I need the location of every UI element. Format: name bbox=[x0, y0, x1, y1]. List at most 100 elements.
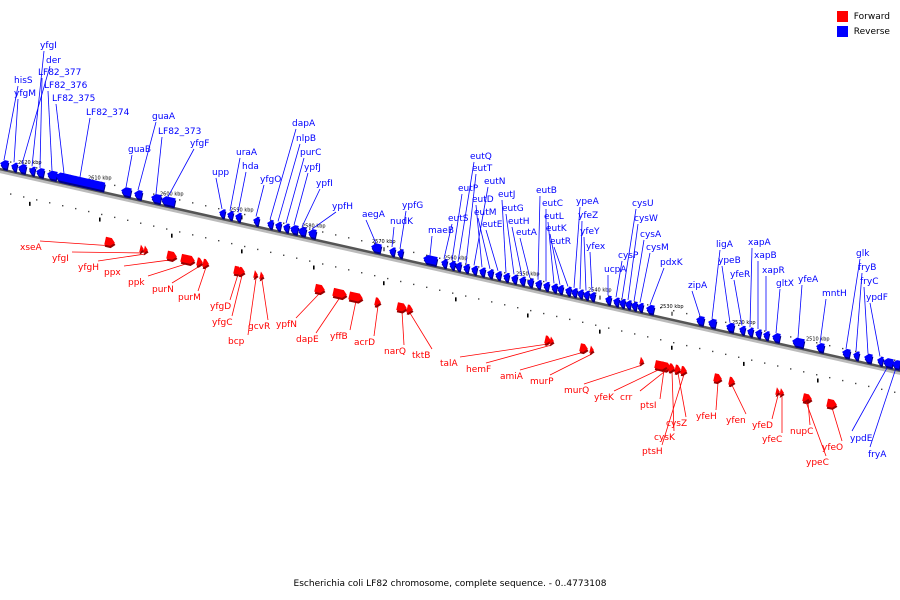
gene-label-frya: fryA bbox=[868, 450, 887, 460]
gene-arrow-shadow bbox=[589, 347, 595, 356]
leader-line-frya bbox=[869, 367, 897, 448]
leader-line-lf82-373 bbox=[155, 136, 163, 195]
gene-arrow-euta bbox=[527, 278, 535, 289]
gene-label-ypfn: ypfN bbox=[276, 320, 297, 330]
scale-dot-lower bbox=[556, 315, 558, 318]
leader-line-zipa bbox=[691, 290, 701, 317]
gene-label-ptsh: ptsH bbox=[642, 447, 663, 457]
gene-arrow-body bbox=[267, 219, 274, 229]
gene-label-uraa: uraA bbox=[236, 148, 258, 158]
leader-line-hemf bbox=[485, 344, 553, 364]
gene-label-ppk: ppk bbox=[128, 278, 145, 288]
legend-reverse: Reverse bbox=[836, 24, 890, 39]
gene-arrow-body bbox=[143, 245, 148, 254]
scale-dot-upper bbox=[816, 342, 818, 344]
scale-dot-upper bbox=[673, 309, 675, 312]
gene-arrow-guaa bbox=[134, 190, 144, 202]
gene-arrow-body bbox=[332, 287, 347, 298]
gene-arrow-body bbox=[842, 348, 851, 358]
gene-arrow-shadow bbox=[639, 358, 645, 367]
scale-dot-upper bbox=[36, 167, 38, 169]
gene-label-purc: purC bbox=[300, 148, 321, 158]
gene-label-lf82-373: LF82_373 bbox=[158, 127, 201, 137]
gene-arrow-shadow bbox=[139, 246, 145, 255]
scale-dot-lower bbox=[140, 222, 142, 224]
scale-dot-upper bbox=[517, 275, 519, 277]
gene-label-lf82-377: LF82_377 bbox=[38, 68, 81, 78]
gene-arrow-body bbox=[747, 327, 754, 336]
gene-label-dapa: dapA bbox=[292, 119, 316, 129]
gene-arrow-body bbox=[674, 364, 681, 373]
gene-arrow-body bbox=[792, 337, 805, 348]
scale-dot-lower bbox=[387, 277, 389, 280]
gene-label-cysk: cysK bbox=[654, 433, 676, 443]
gene-label-guaa: guaA bbox=[152, 112, 176, 122]
kbp-tick-label: 2590 kbp bbox=[230, 207, 254, 213]
scale-dot-lower bbox=[673, 341, 675, 344]
scale-dot-lower bbox=[660, 339, 662, 341]
kbp-minor-tick bbox=[383, 281, 385, 286]
gene-label-eutk: eutK bbox=[546, 224, 568, 234]
gene-arrow-shadow bbox=[779, 390, 785, 399]
scale-dot-upper bbox=[114, 184, 116, 187]
gene-label-yfgc: yfgC bbox=[212, 318, 233, 328]
gene-arrow-murq bbox=[639, 356, 645, 367]
gene-arrow-purn bbox=[196, 257, 204, 268]
scale-dot-lower bbox=[582, 321, 584, 323]
scale-dot-upper bbox=[205, 205, 207, 207]
gene-arrow-body bbox=[583, 290, 590, 300]
gene-arrow-body bbox=[253, 216, 260, 226]
gene-arrow-eutp bbox=[449, 260, 457, 272]
gene-arrow-body bbox=[275, 221, 282, 231]
gene-label-tktb: tktB bbox=[412, 351, 430, 361]
gene-arrow-body bbox=[495, 271, 502, 280]
scale-dot-upper bbox=[634, 301, 636, 303]
leader-line-guaa bbox=[137, 121, 157, 191]
leader-line-yfgi bbox=[31, 50, 45, 167]
leader-line-cysm bbox=[639, 252, 651, 303]
scale-dot-upper bbox=[842, 347, 844, 350]
gene-label-lf82-376: LF82_376 bbox=[44, 81, 88, 91]
gene-label-bcp: bcp bbox=[228, 337, 245, 347]
scale-dot-upper bbox=[725, 321, 727, 324]
gene-label-cysz: cysZ bbox=[666, 419, 687, 429]
scale-dot-upper bbox=[621, 298, 623, 300]
gene-arrow-lf82-374 bbox=[55, 172, 106, 193]
gene-arrow-body bbox=[348, 291, 363, 302]
gene-arrow-ypfi bbox=[298, 226, 308, 238]
gene-label-ptsi: ptsI bbox=[640, 401, 657, 411]
scale-dot-lower bbox=[413, 283, 415, 286]
forward-swatch bbox=[836, 11, 848, 22]
scale-dot-lower bbox=[439, 289, 441, 291]
gene-arrow-yfgi bbox=[29, 166, 37, 178]
gene-arrow-body bbox=[104, 236, 115, 246]
gene-arrow-body bbox=[449, 260, 456, 270]
gene-arrow-body bbox=[11, 162, 18, 171]
gene-arrow-body bbox=[864, 353, 873, 363]
gene-arrow-body bbox=[479, 267, 486, 276]
kbp-minor-tick bbox=[241, 249, 243, 254]
gene-label-purm: purM bbox=[178, 293, 201, 303]
gene-arrow-body bbox=[511, 274, 518, 283]
gene-label-eutj: eutJ bbox=[498, 190, 515, 200]
gene-label-maeb: maeB bbox=[428, 226, 454, 236]
gene-label-yffb: yffB bbox=[330, 332, 348, 342]
scale-dot-upper bbox=[218, 207, 220, 210]
gene-arrow-body bbox=[816, 343, 825, 352]
gene-label-crr: crr bbox=[620, 393, 632, 403]
gene-label-xapr: xapR bbox=[762, 266, 785, 276]
leader-line-purn bbox=[171, 265, 201, 284]
scale-dot-upper bbox=[595, 292, 597, 294]
gene-label-yfeh: yfeH bbox=[696, 412, 717, 422]
gene-arrow-body bbox=[728, 376, 735, 385]
scale-dot-lower bbox=[244, 245, 246, 248]
scale-dot-upper bbox=[647, 304, 649, 306]
scale-dot-lower bbox=[23, 196, 25, 198]
gene-arrow-body bbox=[423, 254, 438, 265]
scale-dot-lower bbox=[231, 242, 233, 245]
gene-arrow-dapa bbox=[267, 219, 275, 231]
gene-label-nupc: nupC bbox=[790, 427, 813, 437]
gene-arrow-body bbox=[253, 270, 258, 278]
